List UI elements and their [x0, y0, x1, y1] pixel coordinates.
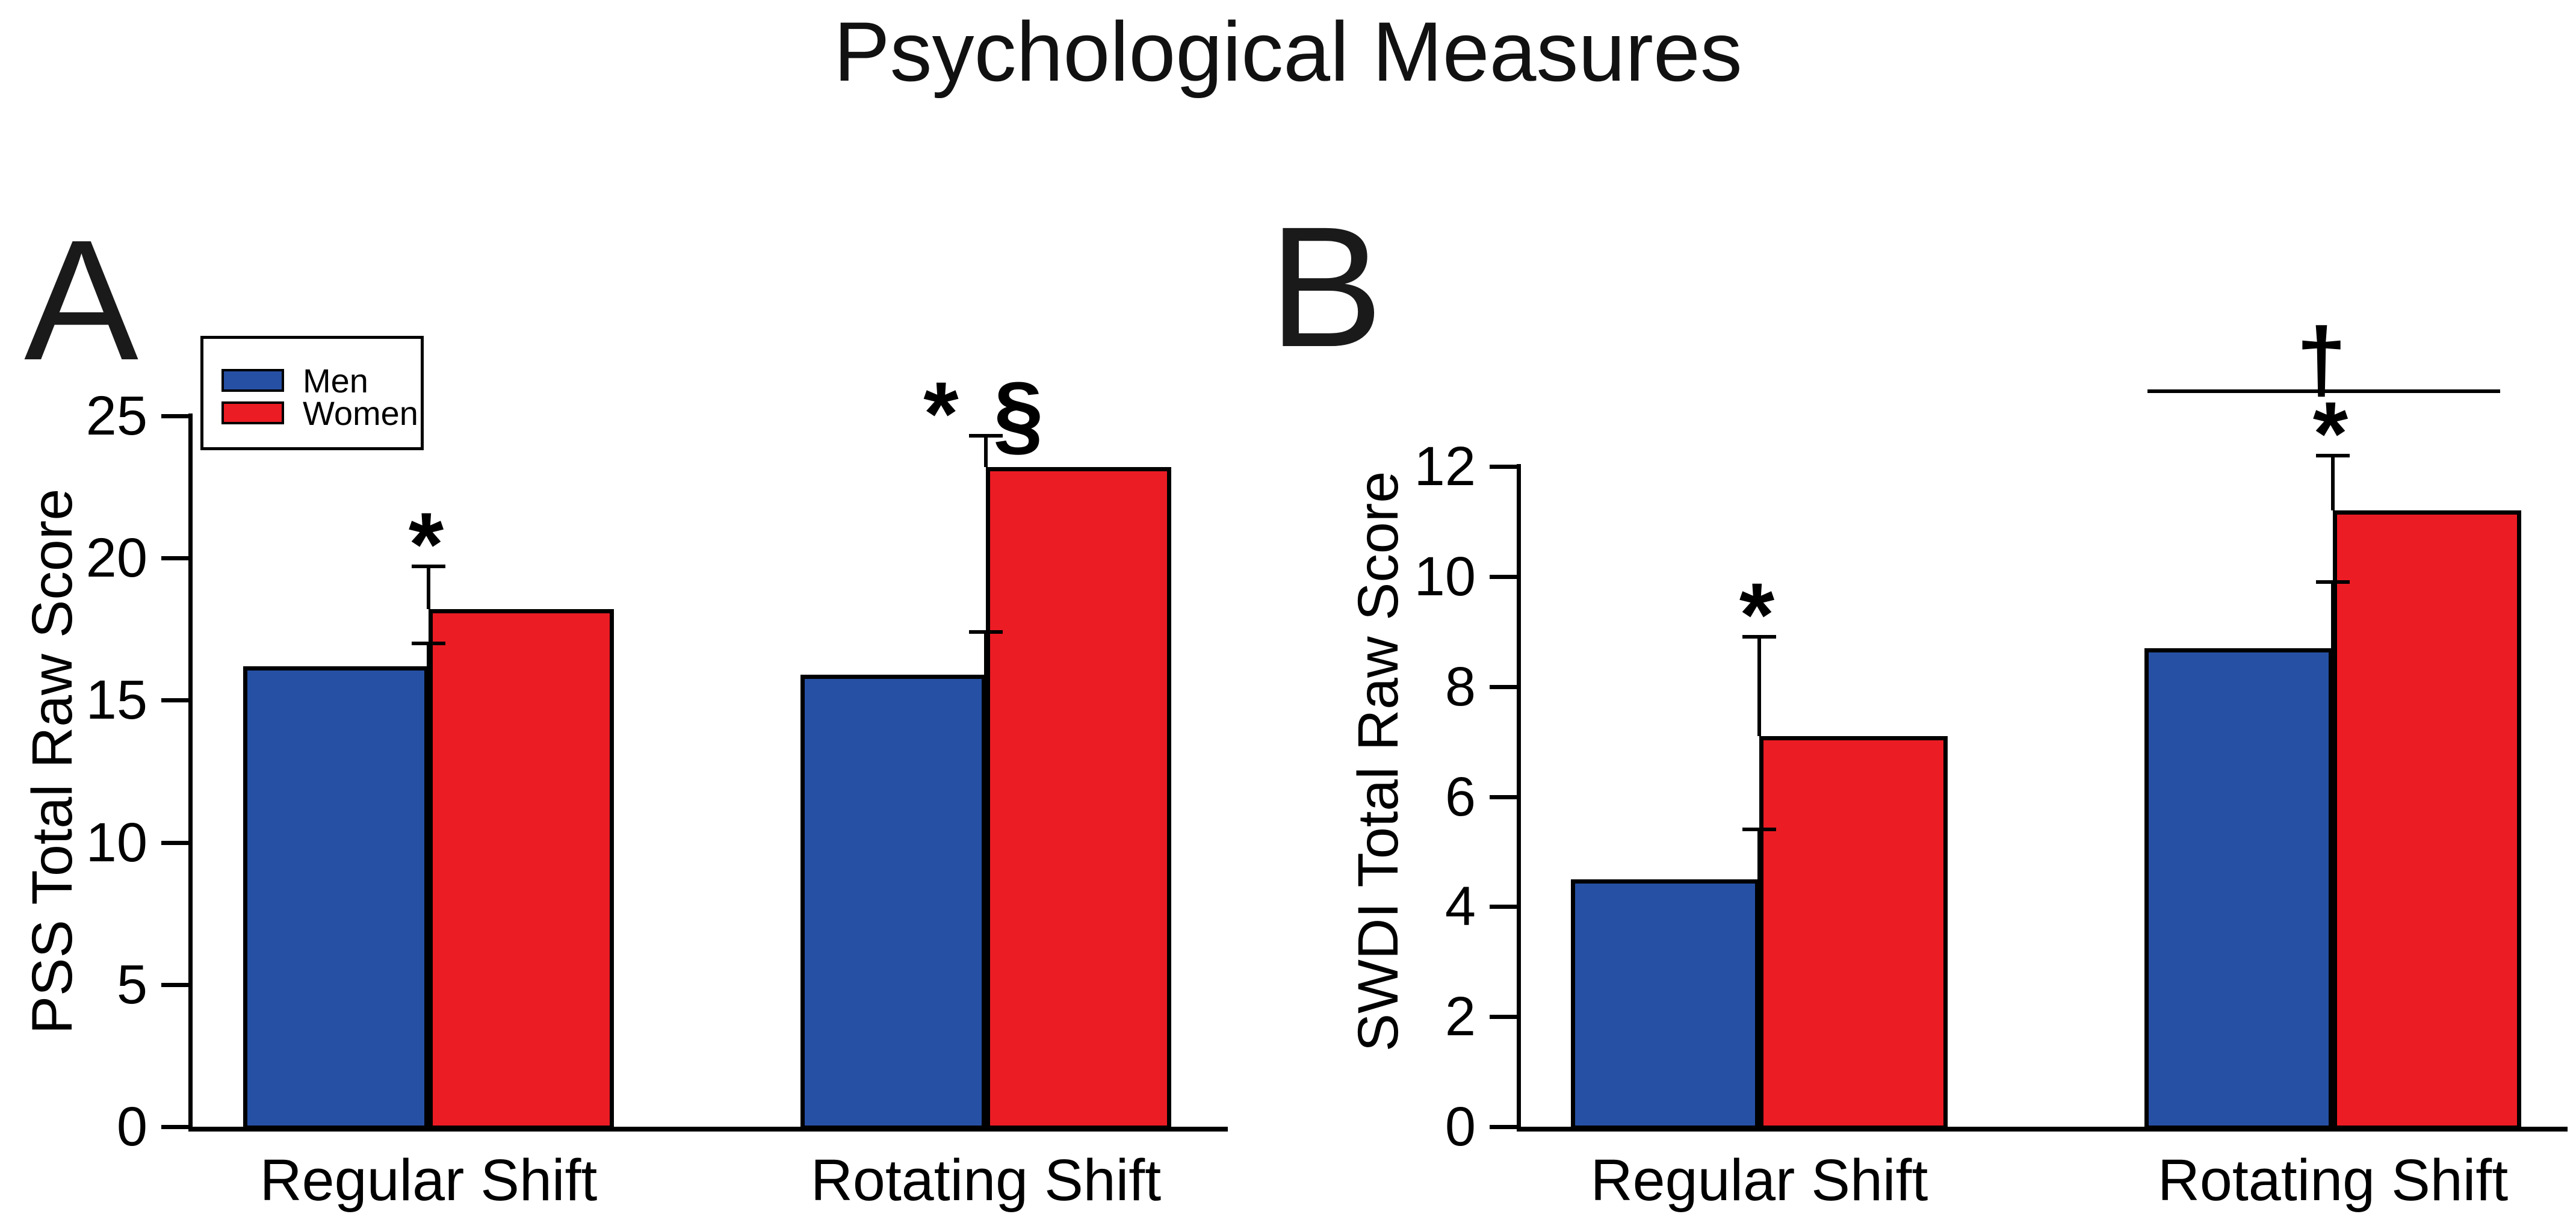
y-tick-label: 10 [85, 811, 147, 873]
y-tick [161, 840, 188, 845]
y-tick-label: 0 [1444, 1096, 1476, 1157]
x-category-label: Regular Shift [1590, 1147, 1928, 1213]
y-tick [1490, 574, 1517, 579]
y-tick-label: 8 [1444, 655, 1476, 717]
y-tick [161, 414, 188, 418]
significance-annotation: * [408, 494, 449, 595]
bar-men [2144, 648, 2333, 1130]
significance-annotation: * [1739, 564, 1780, 666]
y-tick-label: 20 [85, 527, 147, 589]
bar-women [2333, 510, 2521, 1130]
y-tick [161, 1125, 188, 1129]
legend-box: Men Women [200, 336, 424, 450]
y-tick [1490, 1015, 1517, 1020]
y-tick [161, 556, 188, 561]
y-tick-label: 0 [116, 1096, 147, 1157]
error-bar-cap [1742, 828, 1776, 832]
legend-swatch-women [221, 401, 284, 424]
error-bar-cap [412, 641, 445, 645]
x-category-label: Rotating Shift [810, 1147, 1162, 1213]
y-tick [1490, 465, 1517, 469]
x-axis-line [1517, 1127, 2568, 1132]
error-bar-cap [1742, 635, 1776, 639]
error-bar-cap [412, 565, 445, 569]
y-tick [161, 698, 188, 703]
bar-men [243, 666, 429, 1130]
error-bar-line [2331, 455, 2335, 511]
bar-men [800, 674, 986, 1130]
bar-men [1571, 879, 1759, 1130]
x-category-label: Rotating Shift [2157, 1147, 2509, 1213]
legend-label-men: Men [303, 361, 368, 400]
bar-women [429, 609, 614, 1130]
y-tick-label: 2 [1444, 986, 1476, 1048]
bar-women [1759, 735, 1948, 1130]
y-tick-label: 12 [1414, 436, 1476, 497]
y-tick [1490, 794, 1517, 799]
error-bar-line [427, 566, 430, 610]
y-tick-label: 10 [1414, 545, 1476, 607]
y-axis-line [1517, 464, 1521, 1132]
panel-b-letter: B [1269, 191, 1384, 383]
y-tick-label: 15 [85, 669, 147, 731]
y-tick [1490, 905, 1517, 909]
y-tick [161, 982, 188, 987]
significance-annotation: * § [923, 363, 1048, 465]
bracket-line [2147, 389, 2500, 394]
y-tick [1490, 1125, 1517, 1129]
x-axis-line [188, 1127, 1228, 1132]
dagger-annotation: † [2296, 309, 2352, 410]
error-bar-cap [2316, 580, 2350, 584]
error-bar-cap [969, 434, 1003, 438]
bar-women [986, 467, 1171, 1130]
error-bar-line [984, 436, 988, 468]
y-tick-label: 25 [85, 385, 147, 447]
y-tick-label: 6 [1444, 766, 1476, 828]
error-bar-line [2331, 581, 2335, 648]
y-axis-line [188, 413, 193, 1132]
x-category-label: Regular Shift [259, 1147, 598, 1213]
error-bar-line [1757, 637, 1761, 736]
legend-swatch-men [221, 369, 284, 392]
error-bar-line [1757, 829, 1761, 879]
significance-annotation: * [2312, 382, 2353, 484]
error-bar-line [984, 632, 988, 675]
y-tick-label: 5 [116, 953, 147, 1015]
y-tick-label: 4 [1444, 876, 1476, 938]
error-bar-cap [2316, 453, 2350, 457]
error-bar-line [427, 643, 430, 666]
error-bar-cap [969, 630, 1003, 634]
legend-label-women: Women [303, 394, 418, 432]
figure-title: Psychological Measures [834, 4, 1742, 99]
y-tick [1490, 684, 1517, 689]
panel-a-letter: A [24, 205, 139, 396]
